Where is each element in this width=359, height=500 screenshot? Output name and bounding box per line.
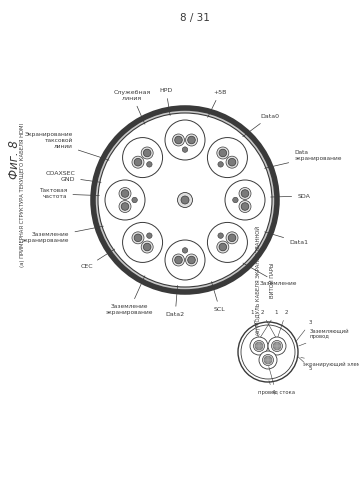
Circle shape	[188, 136, 195, 144]
Circle shape	[119, 188, 131, 200]
Text: +5В: +5В	[208, 90, 227, 118]
Circle shape	[119, 200, 131, 212]
Circle shape	[132, 232, 144, 244]
Circle shape	[146, 162, 152, 167]
Circle shape	[105, 180, 145, 220]
Text: 2: 2	[260, 310, 276, 337]
Text: Служебная
линия: Служебная линия	[114, 90, 151, 124]
Text: COAXSEC
GND: COAXSEC GND	[45, 172, 101, 182]
Circle shape	[228, 234, 236, 241]
Circle shape	[182, 147, 188, 152]
Circle shape	[175, 136, 182, 144]
Text: (а) ПРИМЕРНАЯ СТРУКТУРА ТЕКУЩЕГО КАБЕЛЯ HDMI: (а) ПРИМЕРНАЯ СТРУКТУРА ТЕКУЩЕГО КАБЕЛЯ …	[20, 123, 25, 267]
Circle shape	[132, 156, 144, 168]
Text: экранирующий элемент: экранирующий элемент	[301, 358, 359, 366]
Circle shape	[217, 241, 229, 253]
Circle shape	[228, 158, 236, 166]
Text: ВИТОЙ ПАРЫ: ВИТОЙ ПАРЫ	[270, 262, 275, 298]
Circle shape	[219, 149, 227, 157]
Text: Data2: Data2	[165, 286, 185, 317]
Text: 1: 1	[250, 310, 258, 337]
Circle shape	[253, 340, 265, 351]
Circle shape	[121, 190, 129, 198]
Circle shape	[208, 138, 247, 177]
Circle shape	[134, 234, 142, 241]
Circle shape	[259, 351, 277, 369]
Circle shape	[241, 190, 249, 198]
Text: Data1: Data1	[265, 232, 308, 244]
Circle shape	[250, 337, 268, 355]
Circle shape	[218, 162, 223, 167]
Text: Заземление
экранирование: Заземление экранирование	[22, 226, 103, 243]
Circle shape	[146, 233, 152, 238]
Circle shape	[177, 192, 192, 208]
Circle shape	[219, 243, 227, 251]
Circle shape	[98, 113, 272, 287]
Circle shape	[186, 134, 197, 146]
Text: Заземление: Заземление	[243, 263, 298, 286]
Circle shape	[173, 134, 185, 146]
Circle shape	[175, 256, 182, 264]
Circle shape	[188, 256, 195, 264]
Text: Data
экранирование: Data экранирование	[265, 150, 342, 168]
Text: 4: 4	[269, 380, 275, 395]
Circle shape	[141, 241, 153, 253]
Circle shape	[238, 322, 298, 382]
Text: Data0: Data0	[243, 114, 279, 136]
Circle shape	[132, 198, 137, 202]
Text: Фиг. 8: Фиг. 8	[8, 140, 20, 179]
Circle shape	[255, 342, 263, 350]
Circle shape	[141, 147, 153, 159]
Text: Заземляющий
провод: Заземляющий провод	[299, 328, 350, 346]
Circle shape	[225, 180, 265, 220]
Circle shape	[239, 188, 251, 200]
Circle shape	[271, 340, 283, 351]
Text: HPD: HPD	[159, 88, 173, 116]
Circle shape	[262, 354, 274, 366]
Circle shape	[226, 232, 238, 244]
Circle shape	[122, 138, 163, 177]
Circle shape	[226, 156, 238, 168]
Text: 5: 5	[297, 356, 312, 371]
Text: SCL: SCL	[211, 282, 225, 312]
Circle shape	[182, 248, 188, 253]
Circle shape	[186, 254, 197, 266]
Circle shape	[241, 325, 295, 379]
Circle shape	[239, 200, 251, 212]
Circle shape	[217, 147, 229, 159]
Circle shape	[181, 196, 189, 204]
Circle shape	[273, 342, 281, 350]
Circle shape	[134, 158, 142, 166]
Circle shape	[208, 222, 247, 262]
Circle shape	[122, 222, 163, 262]
Circle shape	[165, 120, 205, 160]
Circle shape	[121, 202, 129, 210]
Text: провод стока: провод стока	[257, 366, 294, 395]
Circle shape	[143, 243, 151, 251]
Text: Заземление
экранирование: Заземление экранирование	[106, 276, 153, 315]
Circle shape	[268, 337, 286, 355]
Text: SDA: SDA	[271, 194, 310, 198]
Text: 2: 2	[278, 310, 288, 337]
Text: 8 / 31: 8 / 31	[180, 13, 210, 23]
Text: (б) МОДУЛЬ КАБЕЛЯ ЭКРАНИРОВАННОЙ: (б) МОДУЛЬ КАБЕЛЯ ЭКРАНИРОВАННОЙ	[255, 226, 261, 334]
Circle shape	[173, 254, 185, 266]
Circle shape	[143, 149, 151, 157]
Text: 1: 1	[261, 310, 278, 337]
Circle shape	[241, 202, 249, 210]
Circle shape	[233, 198, 238, 202]
Circle shape	[93, 108, 277, 292]
Text: Тактовая
частота: Тактовая частота	[39, 188, 99, 199]
Circle shape	[165, 240, 205, 280]
Text: CEC: CEC	[80, 249, 115, 270]
Text: Экранирование
таксовой
линии: Экранирование таксовой линии	[24, 132, 109, 160]
Circle shape	[218, 233, 223, 238]
Text: 3: 3	[296, 320, 312, 342]
Circle shape	[264, 356, 272, 364]
